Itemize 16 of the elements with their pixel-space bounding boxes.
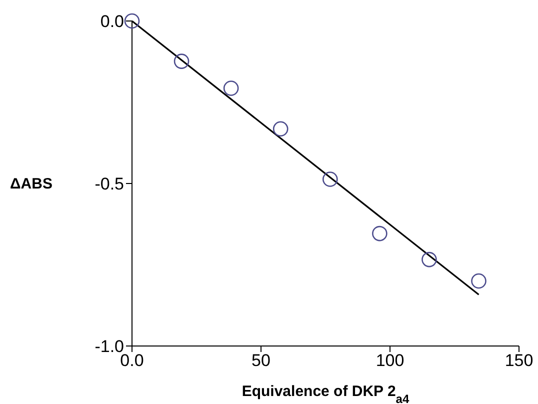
y-tick-label: 0.0 xyxy=(100,12,124,32)
point xyxy=(124,13,140,29)
point xyxy=(223,80,239,96)
x-tick-label: 0.0 xyxy=(120,351,144,370)
x-tick-label: 150 xyxy=(504,351,534,370)
x-tick-label: 100 xyxy=(376,351,404,370)
x-axis-title: Equivalence of DKP 2$_{a4}$ xyxy=(242,383,410,404)
y-tick-label: -0.5 xyxy=(94,174,124,194)
x-tick-label: 50 xyxy=(252,351,270,370)
point xyxy=(322,172,338,187)
y-axis-title: ΔABS xyxy=(10,176,52,192)
point xyxy=(422,252,437,268)
point xyxy=(372,226,388,242)
point xyxy=(471,273,486,289)
point xyxy=(272,121,288,137)
point xyxy=(174,54,190,69)
